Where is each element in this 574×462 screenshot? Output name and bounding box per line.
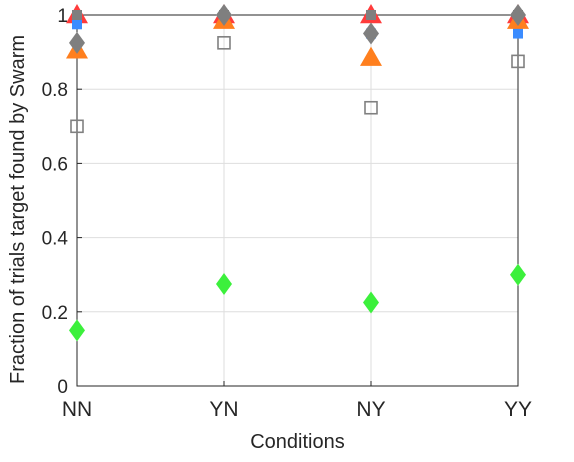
- data-point-diamond: [69, 31, 85, 54]
- data-point-diamond: [363, 291, 379, 314]
- x-tick-label: YN: [209, 398, 238, 421]
- grid: [76, 14, 519, 387]
- data-point-diamond: [216, 4, 232, 26]
- axis-ticks: NN YN NY YY 0 0.2 0.4 0.6 0.8 1: [42, 6, 532, 421]
- x-tick-label: NN: [62, 398, 92, 421]
- y-tick-label: 0.8: [42, 80, 68, 101]
- y-tick-label: 1: [57, 6, 68, 27]
- data-points: [66, 4, 529, 342]
- data-point-square: [366, 10, 376, 20]
- y-tick-label: 0.6: [42, 154, 68, 175]
- data-point-diamond: [69, 319, 85, 342]
- y-tick-label: 0.2: [42, 303, 68, 324]
- data-point-diamond: [510, 263, 526, 286]
- x-tick-label: YY: [504, 398, 532, 421]
- data-point-triangle-up: [360, 46, 382, 66]
- data-point-square: [217, 36, 231, 50]
- y-axis-label: Fraction of trials target found by Swarm: [7, 35, 29, 384]
- data-point-diamond: [510, 4, 526, 26]
- x-tick-label: NY: [356, 398, 385, 421]
- data-point-square: [72, 10, 82, 20]
- data-point-square: [70, 119, 84, 134]
- data-point-square: [364, 100, 378, 115]
- data-point-square: [513, 28, 523, 39]
- y-tick-label: 0: [57, 377, 68, 398]
- plot-area-frame: [76, 14, 519, 387]
- y-tick-label: 0.4: [42, 229, 69, 250]
- data-point-diamond: [216, 272, 232, 295]
- data-point-square: [72, 19, 82, 30]
- data-point-diamond: [363, 22, 379, 45]
- x-axis-label: Conditions: [250, 431, 345, 453]
- data-point-square: [511, 54, 525, 69]
